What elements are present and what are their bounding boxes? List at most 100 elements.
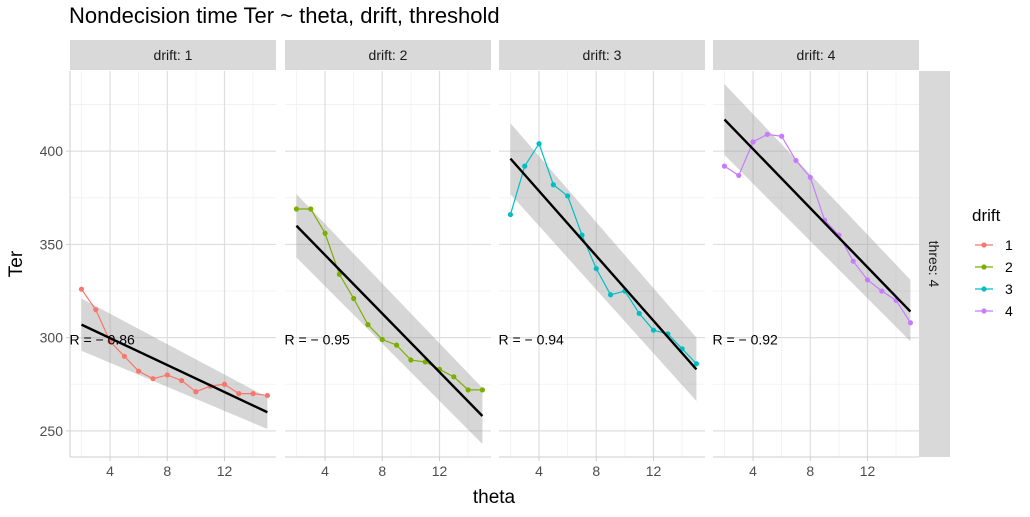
- data-point: [193, 389, 199, 395]
- x-tick-label: 12: [646, 463, 662, 479]
- correlation-label: R = − 0.86: [69, 332, 135, 348]
- legend-title: drift: [972, 206, 1001, 225]
- data-point: [650, 327, 657, 333]
- legend-label: 4: [1005, 303, 1013, 319]
- x-tick-label: 4: [106, 463, 114, 479]
- data-point: [164, 372, 170, 378]
- panel-3: drift: 3 R = − 0.94: [498, 40, 705, 457]
- data-point: [365, 322, 371, 328]
- panel-background: [70, 71, 276, 457]
- correlation-label: R = − 0.95: [284, 332, 350, 348]
- data-point: [264, 392, 271, 399]
- panel-background: [713, 71, 919, 457]
- panel-background: [285, 71, 491, 457]
- data-point: [593, 266, 599, 272]
- panel-1: drift: 1 R = − 0.86: [69, 40, 276, 457]
- data-point: [250, 390, 256, 397]
- x-tick-label: 4: [321, 463, 329, 479]
- x-tick-label: 4: [749, 463, 757, 479]
- data-point: [750, 139, 756, 145]
- data-point: [393, 342, 400, 348]
- data-point: [536, 141, 542, 147]
- data-point: [522, 163, 528, 169]
- data-point: [293, 206, 300, 212]
- y-tick-label: 400: [40, 143, 64, 159]
- regression-line: [509, 157, 698, 371]
- panel-strip-label: drift: 1: [154, 47, 193, 63]
- x-tick-label: 12: [432, 463, 448, 479]
- y-tick-label: 300: [40, 330, 64, 346]
- data-point: [379, 336, 385, 343]
- data-point: [850, 258, 856, 264]
- data-point: [451, 374, 457, 380]
- data-point: [322, 230, 328, 236]
- data-point: [221, 381, 228, 387]
- legend-key-point: [981, 286, 987, 292]
- data-point: [93, 307, 99, 313]
- regression-line: [295, 224, 484, 417]
- data-point: [121, 353, 127, 359]
- x-tick-label: 4: [535, 463, 543, 479]
- x-tick-label: 12: [217, 463, 233, 479]
- legend: drift 1 2 3 4: [972, 206, 1013, 319]
- data-point: [150, 376, 156, 382]
- regression-line: [80, 323, 268, 414]
- x-tick-label: 12: [860, 463, 876, 479]
- x-axis-title: theta: [473, 487, 516, 508]
- y-axis: 250 300 350 400: [40, 71, 71, 457]
- x-tick-label: 8: [806, 463, 814, 479]
- data-point: [136, 368, 142, 374]
- legend-key-point: [981, 242, 987, 248]
- data-point: [422, 359, 428, 365]
- y-axis-title: Ter: [6, 250, 27, 277]
- legend-key-point: [981, 308, 987, 314]
- x-tick-label: 8: [592, 463, 600, 479]
- series-line: [724, 133, 911, 324]
- chart-title: Nondecision time Ter ~ theta, drift, thr…: [69, 3, 500, 28]
- data-point: [864, 277, 871, 283]
- data-point: [636, 310, 642, 317]
- x-tick-label: 8: [378, 463, 386, 479]
- data-point: [408, 357, 414, 363]
- data-point: [465, 387, 471, 393]
- legend-label: 1: [1005, 237, 1013, 253]
- data-point: [779, 133, 785, 139]
- confidence-band: [510, 123, 697, 402]
- confidence-band: [81, 298, 268, 430]
- panel-strip-bg: [713, 40, 919, 70]
- correlation-label: R = − 0.92: [712, 332, 778, 348]
- data-point: [336, 271, 342, 277]
- data-point: [550, 182, 556, 188]
- data-point: [579, 232, 585, 238]
- confidence-band: [724, 84, 911, 342]
- panel-strip-label: drift: 3: [583, 47, 622, 63]
- row-strip-label: thres: 4: [926, 241, 942, 288]
- legend-label: 3: [1005, 281, 1013, 297]
- row-strip: thres: 4: [919, 71, 950, 457]
- row-strip-bg: [919, 71, 950, 457]
- panel-strip-label: drift: 2: [369, 47, 408, 63]
- data-point: [479, 387, 486, 393]
- data-point: [178, 377, 185, 384]
- panel-strip-bg: [499, 40, 705, 70]
- series-line: [296, 208, 483, 391]
- y-tick-label: 350: [40, 236, 64, 252]
- regression-line: [723, 118, 912, 313]
- data-point: [807, 174, 813, 180]
- data-point: [78, 286, 85, 292]
- correlation-label: R = − 0.94: [498, 332, 564, 348]
- panel-2: drift: 2 R = − 0.95: [284, 40, 491, 457]
- panel-strip-bg: [70, 40, 276, 70]
- panel-strip-bg: [285, 40, 491, 70]
- data-point: [507, 211, 514, 218]
- legend-item-3: 3: [975, 281, 1013, 297]
- legend-item-1: 1: [975, 237, 1013, 253]
- data-point: [879, 288, 885, 294]
- data-point: [308, 206, 314, 212]
- confidence-band: [296, 194, 483, 444]
- data-point: [793, 157, 799, 164]
- data-point: [693, 361, 700, 367]
- data-point: [236, 390, 242, 397]
- panel-4: drift: 4 R = − 0.92: [712, 40, 919, 457]
